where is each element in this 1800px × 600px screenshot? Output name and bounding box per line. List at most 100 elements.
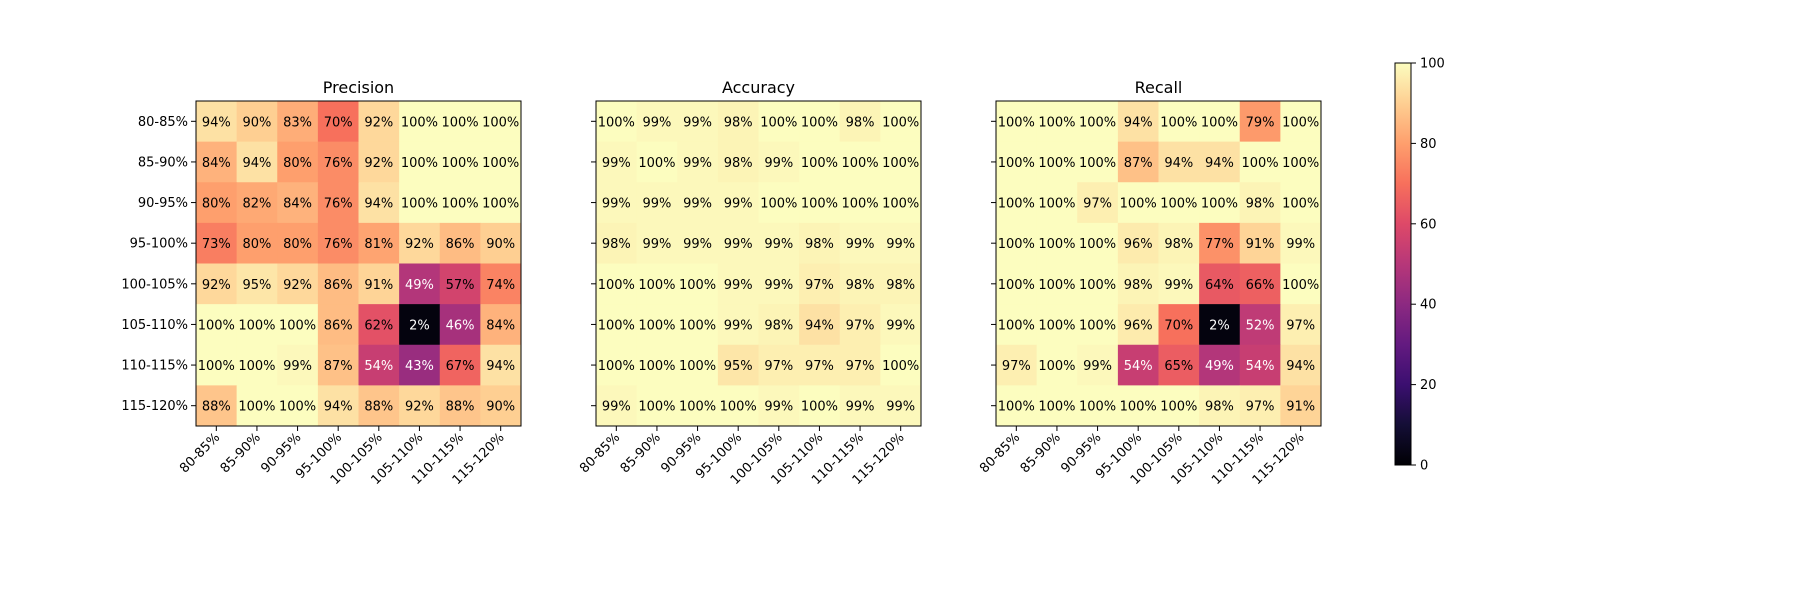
cell-value-label: 100%: [998, 197, 1035, 212]
heatmap-cell: [717, 101, 759, 143]
cell-value-label: 100%: [1079, 278, 1116, 293]
x-tick-label: 80-85%: [177, 430, 223, 476]
cell-value-label: 80%: [283, 237, 312, 252]
heatmap-cell: [196, 141, 238, 183]
heatmap-cell: [480, 182, 522, 224]
colorbar-frame: [1394, 62, 1412, 466]
cell-value-label: 95%: [724, 359, 753, 374]
cell-value-label: 100%: [198, 359, 235, 374]
y-tick-label: 85-90%: [138, 155, 188, 170]
cell-value-label: 100%: [1038, 359, 1075, 374]
heatmap-cell: [799, 182, 841, 224]
heatmap-cell: [277, 182, 319, 224]
axes-frame: [595, 100, 922, 427]
heatmap-cell: [196, 304, 238, 346]
heatmap-cell: [799, 385, 841, 427]
cell-value-label: 94%: [324, 400, 353, 415]
heatmap-cell: [880, 344, 922, 386]
heatmap-cell: [996, 263, 1038, 305]
cell-value-label: 99%: [642, 115, 671, 130]
cell-value-label: 99%: [764, 237, 793, 252]
heatmap-cell: [317, 222, 359, 264]
heatmap-cell: [1117, 101, 1159, 143]
heatmap-cell: [236, 263, 278, 305]
heatmap-cell: [439, 263, 481, 305]
cell-value-label: 97%: [764, 359, 793, 374]
cell-value-label: 94%: [1164, 156, 1193, 171]
cell-value-label: 98%: [805, 237, 834, 252]
heatmap-cell: [1199, 344, 1241, 386]
heatmap-cell: [1239, 385, 1281, 427]
heatmap-cell: [996, 141, 1038, 183]
cell-value-label: 81%: [364, 237, 393, 252]
cell-value-label: 100%: [1120, 197, 1157, 212]
heatmap-cell: [1239, 304, 1281, 346]
heatmap-cell: [717, 141, 759, 183]
heatmap-cell: [196, 263, 238, 305]
heatmap-cell: [358, 344, 400, 386]
heatmap-cell: [839, 385, 881, 427]
cell-value-label: 94%: [1124, 115, 1153, 130]
cell-value-label: 82%: [242, 197, 271, 212]
heatmap-cell: [236, 385, 278, 427]
cell-value-label: 100%: [482, 197, 519, 212]
cell-value-label: 94%: [1205, 156, 1234, 171]
heatmap-cell: [1158, 141, 1200, 183]
cell-value-label: 99%: [724, 318, 753, 333]
cell-value-label: 100%: [441, 197, 478, 212]
cell-value-label: 76%: [324, 237, 353, 252]
cell-value-label: 99%: [602, 400, 631, 415]
cell-value-label: 100%: [1160, 400, 1197, 415]
heatmap-cell: [1036, 263, 1078, 305]
cell-value-label: 100%: [679, 400, 716, 415]
heatmap-cell: [1280, 344, 1322, 386]
heatmap-cell: [636, 182, 678, 224]
heatmap-cell: [1077, 222, 1119, 264]
cell-value-label: 99%: [724, 197, 753, 212]
cell-value-label: 99%: [283, 359, 312, 374]
cell-value-label: 91%: [1246, 237, 1275, 252]
cell-value-label: 100%: [1120, 400, 1157, 415]
heatmap-cell: [758, 182, 800, 224]
cell-value-label: 97%: [1286, 318, 1315, 333]
heatmap-cell: [480, 222, 522, 264]
heatmap-cell: [1117, 182, 1159, 224]
heatmap-cell: [758, 263, 800, 305]
heatmap-cell: [236, 222, 278, 264]
cell-value-label: 100%: [238, 359, 275, 374]
cell-value-label: 98%: [764, 318, 793, 333]
heatmap-cell: [799, 101, 841, 143]
cell-value-label: 100%: [998, 115, 1035, 130]
heatmap-cell: [1158, 101, 1200, 143]
cell-value-label: 87%: [1124, 156, 1153, 171]
cell-value-label: 100%: [638, 400, 675, 415]
cell-value-label: 86%: [324, 318, 353, 333]
cell-value-label: 54%: [1124, 359, 1153, 374]
cell-value-label: 86%: [324, 278, 353, 293]
cell-value-label: 100%: [720, 400, 757, 415]
cell-value-label: 54%: [364, 359, 393, 374]
y-tick-label: 110-115%: [121, 359, 188, 374]
heatmap-cell: [317, 101, 359, 143]
heatmap-cell: [1117, 344, 1159, 386]
cell-value-label: 84%: [283, 197, 312, 212]
heatmap-cell: [399, 101, 441, 143]
heatmap-cell: [636, 385, 678, 427]
panel-title: Precision: [323, 78, 394, 97]
cell-value-label: 92%: [202, 278, 231, 293]
y-tick-label: 105-110%: [121, 318, 188, 333]
heatmap-cell: [196, 385, 238, 427]
heatmap-cell: [1036, 222, 1078, 264]
cell-value-label: 84%: [486, 318, 515, 333]
colorbar-tick-label: 20: [1420, 378, 1437, 393]
cell-value-label: 100%: [1038, 400, 1075, 415]
heatmap-cell: [317, 344, 359, 386]
cell-value-label: 99%: [642, 197, 671, 212]
cell-value-label: 100%: [1079, 237, 1116, 252]
heatmap-cell: [1158, 182, 1200, 224]
cell-value-label: 100%: [1079, 115, 1116, 130]
cell-value-label: 100%: [638, 359, 675, 374]
heatmap-cell: [277, 385, 319, 427]
cell-value-label: 97%: [846, 359, 875, 374]
